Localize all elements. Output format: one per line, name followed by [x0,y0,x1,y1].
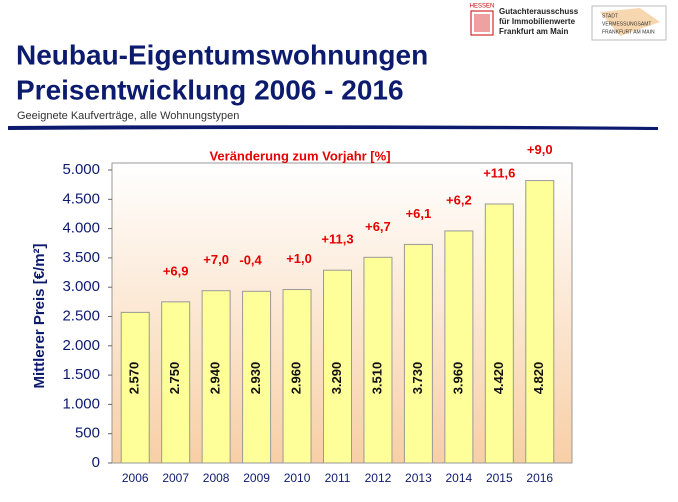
bar [484,203,514,464]
x-tick-label: 2016 [526,471,553,485]
bar [363,256,393,464]
bar [525,180,555,464]
y-tick-label: 3.500 [62,249,100,266]
y-tick-label: 500 [75,425,100,442]
value-label: 4.420 [491,362,506,395]
x-tick-label: 2014 [446,471,473,485]
y-axis-label: Mittlerer Preis [€/m²] [31,243,48,388]
bar [323,269,352,464]
change-label: +6,9 [163,263,189,278]
y-tick-label: 2.500 [62,307,100,324]
x-tick-label: 2007 [162,471,189,485]
value-label: 2.960 [288,362,303,395]
value-label: 3.290 [329,362,344,395]
bar [282,289,312,464]
change-label: +1,0 [286,251,312,266]
x-tick-label: 2008 [203,471,230,485]
x-tick-label: 2013 [405,471,432,485]
annotation: Veränderung zum Vorjahr [%] [209,148,390,163]
x-tick-label: 2006 [122,471,149,485]
bar [444,230,474,464]
logo-text: STADT [602,13,618,19]
value-label: 2.750 [167,362,182,395]
logo-stadt: STADT VERMESSUNGSAMT FRANKFURT AM MAIN [591,5,667,41]
value-label: 2.570 [127,362,142,395]
logo-text: Frankfurt am Main [499,27,568,36]
logo-shape [600,8,660,36]
change-label: +11,3 [321,232,353,247]
bar [403,243,433,464]
x-tick-label: 2012 [365,471,392,485]
y-tick-label: 1.000 [62,395,100,412]
change-label: -0,4 [239,253,262,268]
y-tick-label: 0 [92,454,100,471]
change-label: +6,7 [365,219,391,234]
bar [201,290,231,464]
value-label: 3.730 [410,362,425,395]
value-label: 3.960 [450,362,465,395]
x-tick-label: 2010 [284,471,311,485]
y-tick-label: 2.000 [62,337,100,354]
value-label: 4.820 [531,362,546,395]
y-tick-label: 4.000 [62,220,100,237]
change-label: +7,0 [203,252,229,267]
x-tick-label: 2009 [243,471,270,485]
logo-text: für Immobilienwerte [499,17,576,26]
bar [242,290,272,464]
x-tick-label: 2015 [486,471,513,485]
y-tick-label: 4.500 [62,190,100,207]
y-tick-label: 1.500 [62,366,100,383]
change-label: +9,0 [527,142,553,157]
subtitle: Geeignete Kaufverträge, alle Wohnungstyp… [17,110,239,122]
value-label: 2.940 [208,362,223,395]
change-label: +6,1 [406,206,432,221]
bar [161,301,191,464]
change-label: +6,2 [446,192,472,207]
logo-lion [474,14,490,32]
y-tick-label: 3.000 [62,278,100,295]
x-tick-label: 2011 [325,471,351,485]
change-label: +11,6 [483,165,515,180]
logo-text: Gutachterausschuss [499,7,579,16]
value-label: 2.930 [248,362,263,395]
logo-hessen: HESSEN Gutachterausschuss für Immobilien… [470,4,579,37]
bar [120,311,150,464]
logo-text: FRANKFURT AM MAIN [602,29,655,35]
title: Preisentwicklung 2006 - 2016 [16,74,404,105]
logo-text: VERMESSUNGSAMT [602,21,651,27]
value-label: 3.510 [369,362,384,395]
header-rule [8,125,658,130]
title: Neubau-Eigentumswohnungen [16,39,428,70]
logo-state: HESSEN [470,4,495,10]
y-tick-label: 5.000 [62,161,100,178]
